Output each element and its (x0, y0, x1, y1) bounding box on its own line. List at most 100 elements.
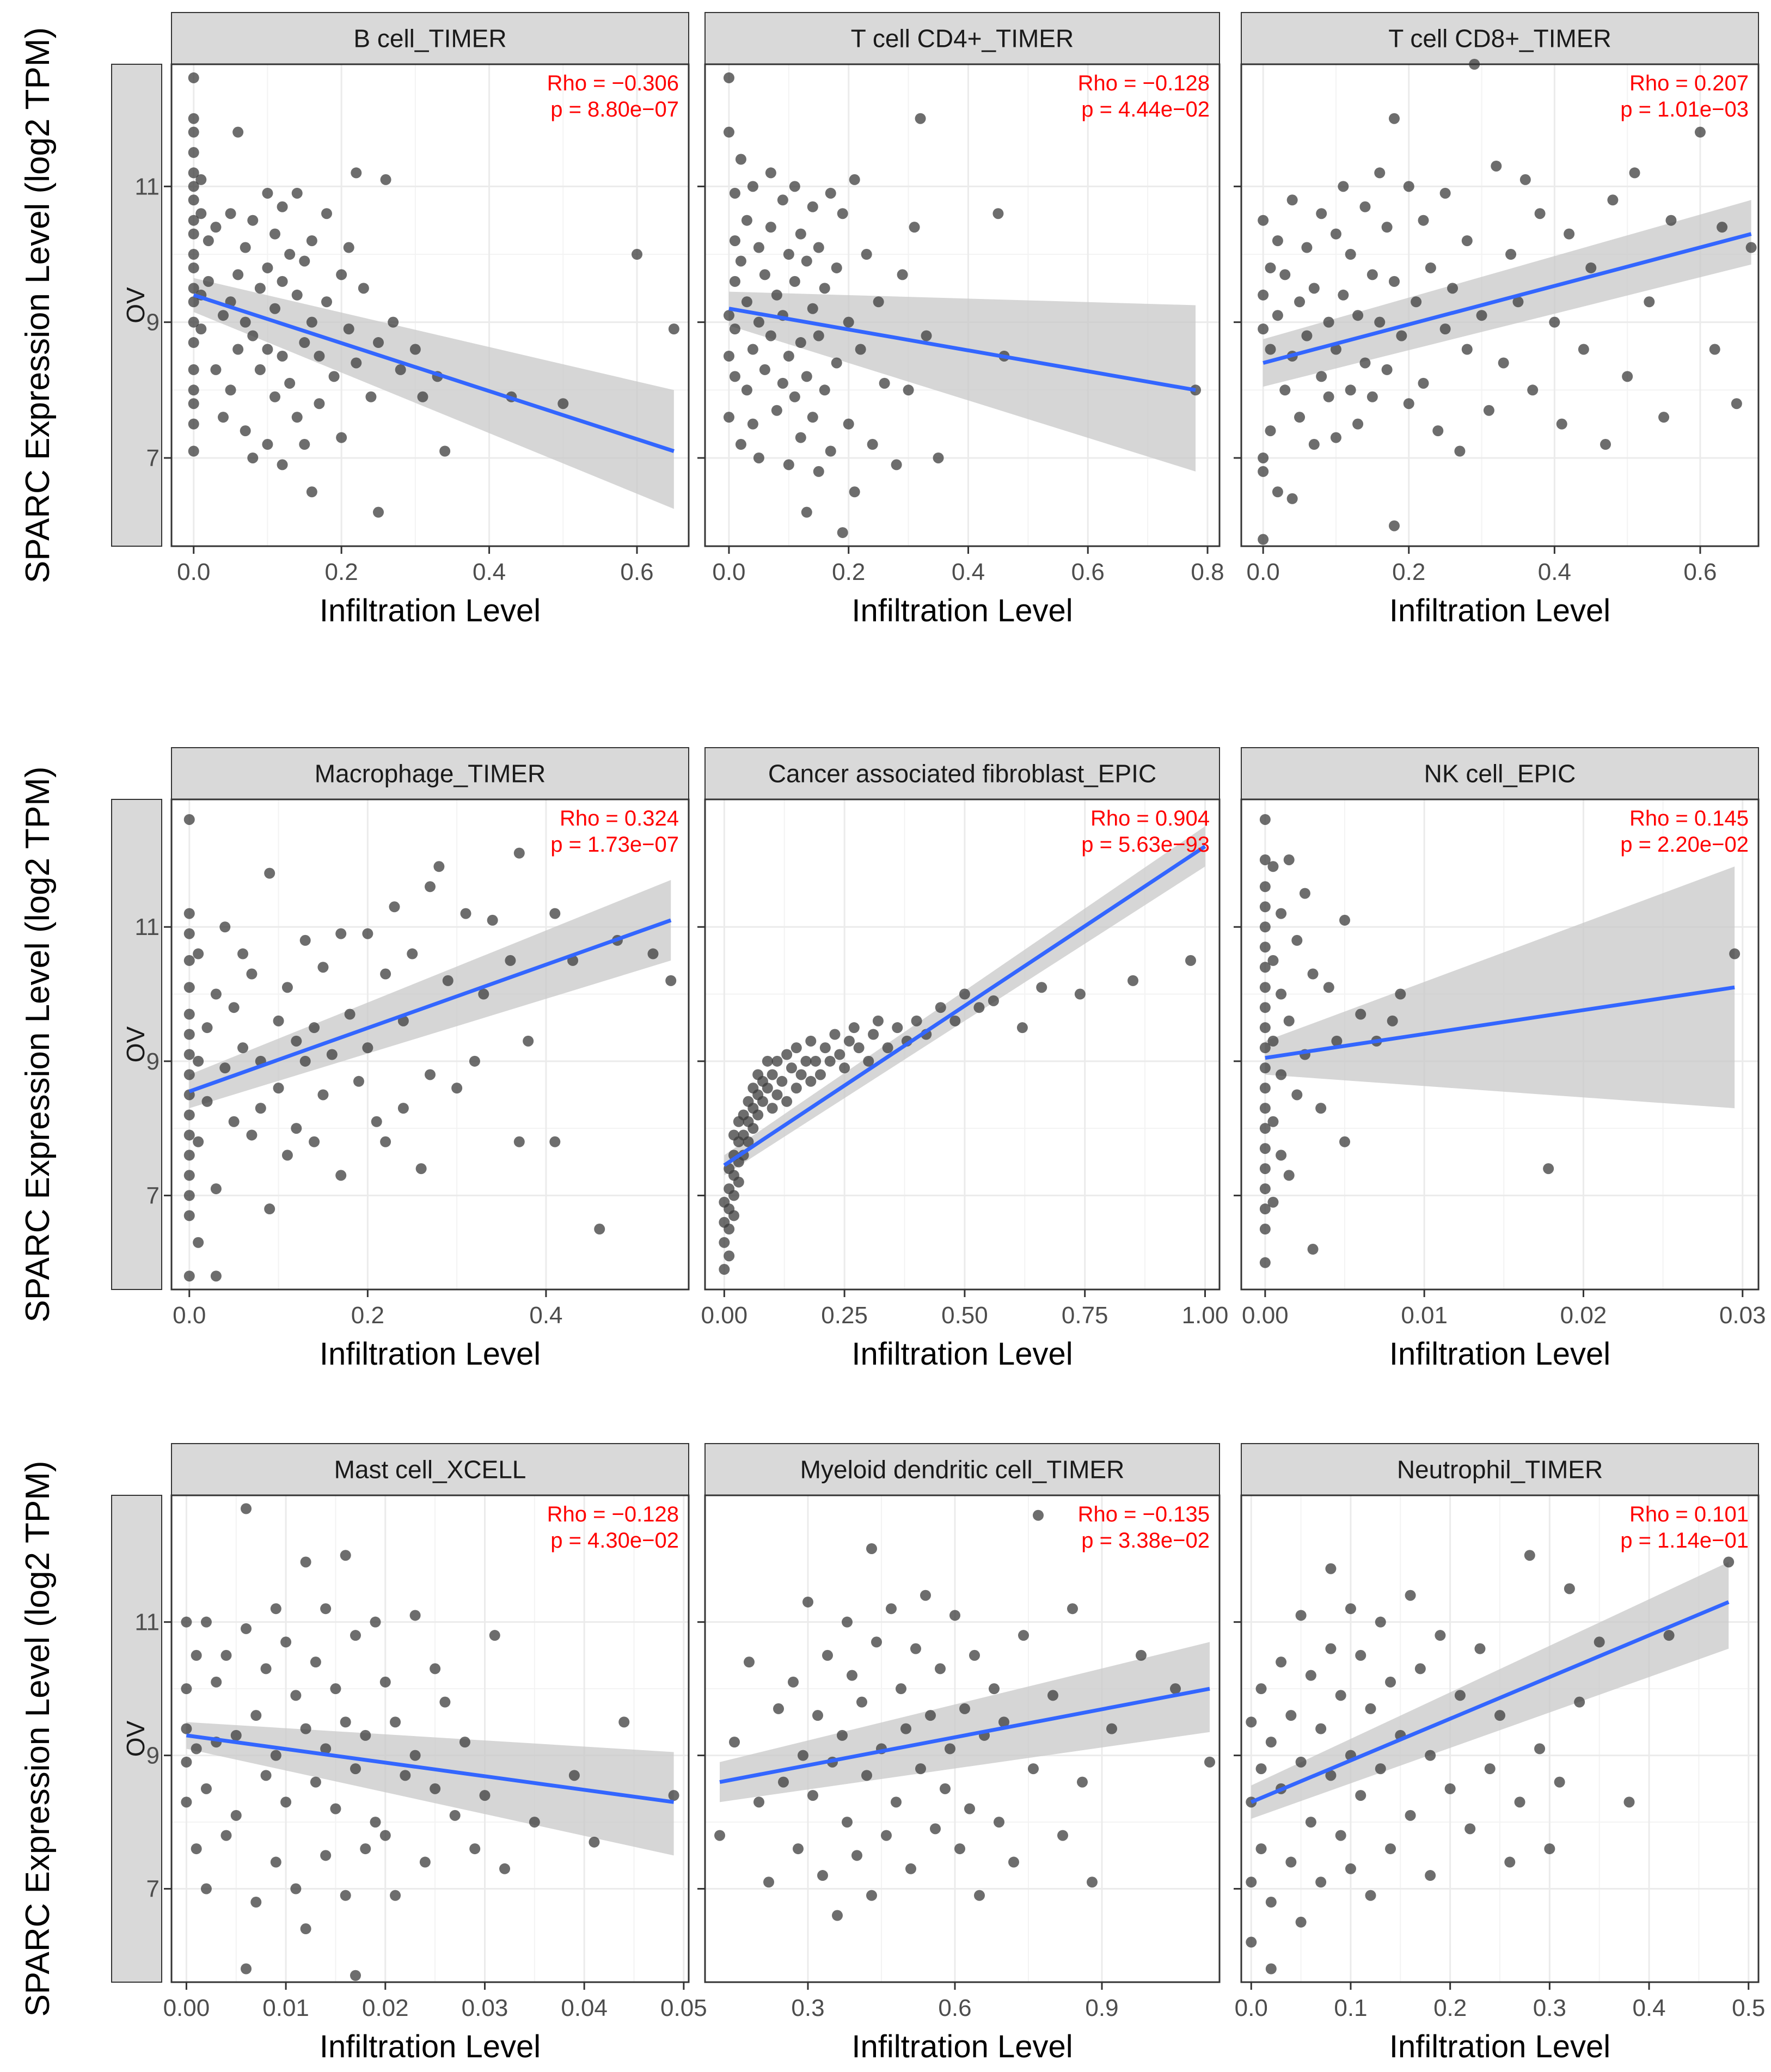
data-point (419, 1856, 431, 1868)
data-point (183, 814, 195, 825)
p-value-label: p = 1.01e−03 (1620, 97, 1749, 121)
data-point (759, 269, 770, 280)
data-point (1106, 1723, 1117, 1734)
data-point (1425, 262, 1436, 273)
x-tick-label: 0.03 (1719, 1302, 1766, 1329)
data-point (281, 1150, 293, 1161)
data-point (191, 1649, 202, 1661)
data-point (195, 323, 207, 335)
data-point (188, 147, 199, 158)
data-point (188, 418, 199, 430)
data-point (379, 1676, 391, 1688)
data-point (1258, 289, 1269, 301)
data-point (909, 222, 920, 233)
panel-neutrophil-timer: Neutrophil_TIMER Rho = 0.101 p = 1.14e−01 0… (1234, 1443, 1765, 2064)
data-point (1286, 493, 1298, 504)
data-point (1335, 1690, 1346, 1701)
data-point (505, 955, 516, 966)
data-point (200, 1783, 212, 1794)
data-point (409, 1610, 421, 1621)
data-point (335, 928, 347, 939)
data-point (362, 928, 373, 939)
data-point (1491, 160, 1502, 172)
data-point (284, 249, 296, 260)
row-strip (111, 799, 162, 1290)
data-point (388, 316, 399, 328)
panel-cancer-associated-fibroblast-epic: Cancer associated fibroblast_EPIC Rho = 0… (697, 747, 1228, 1372)
data-point (188, 72, 199, 83)
data-point (269, 228, 280, 240)
data-point (771, 289, 782, 301)
x-tick-label: 0.2 (351, 1302, 384, 1329)
data-point (714, 1830, 725, 1841)
data-point (442, 975, 454, 986)
panel-title: T cell CD4+_TIMER (851, 25, 1074, 53)
data-point (365, 391, 377, 402)
data-point (1259, 1002, 1271, 1013)
data-point (300, 1723, 311, 1734)
data-point (783, 350, 794, 362)
data-point (1665, 215, 1677, 226)
data-point (866, 1890, 877, 1901)
data-point (741, 384, 752, 396)
data-point (430, 1663, 441, 1674)
data-point (277, 201, 288, 212)
y-tick-label: 11 (134, 173, 160, 200)
data-point (1036, 982, 1047, 993)
data-point (336, 269, 347, 280)
data-point (218, 310, 229, 321)
panel-strip (171, 12, 689, 65)
data-point (240, 425, 251, 437)
data-point (1594, 1636, 1605, 1648)
data-point (188, 228, 199, 240)
x-axis-label: Infiltration Level (851, 593, 1073, 628)
data-point (246, 1129, 258, 1141)
data-point (1745, 242, 1757, 253)
regression-line (186, 1733, 675, 1804)
data-point (1294, 412, 1306, 423)
data-point (1359, 201, 1371, 212)
data-point (1385, 1676, 1396, 1688)
data-point (1246, 1716, 1257, 1728)
data-point (314, 398, 325, 409)
row-strip-label: OV (121, 287, 150, 323)
y-tick-label: 7 (146, 1182, 160, 1209)
data-point (891, 459, 902, 470)
data-point (284, 377, 296, 389)
y-tick-label: 9 (146, 1048, 160, 1075)
x-axis-label: Infiltration Level (320, 1336, 541, 1372)
data-point (831, 262, 842, 273)
data-point (1323, 982, 1334, 993)
panel-macrophage-timer: Macrophage_TIMER Rho = 0.324 p = 1.73e−07 0… (134, 747, 690, 1372)
data-point (594, 1224, 605, 1235)
data-point (847, 1670, 857, 1681)
data-point (351, 167, 362, 179)
data-point (743, 1136, 754, 1147)
data-point (1355, 1009, 1366, 1020)
x-tick-label: 0.00 (1242, 1302, 1289, 1329)
data-point (1008, 1856, 1019, 1868)
x-tick-label: 0.00 (701, 1302, 748, 1329)
data-point (765, 222, 776, 233)
data-point (1622, 371, 1633, 382)
data-point (262, 187, 273, 199)
data-point (849, 174, 860, 185)
data-point (309, 1136, 320, 1147)
data-point (668, 323, 679, 335)
data-point (719, 1264, 730, 1275)
data-point (1403, 398, 1414, 409)
panel-title: T cell CD8+_TIMER (1388, 25, 1611, 53)
data-point (905, 1863, 916, 1874)
x-tick-label: 0.0 (173, 1302, 206, 1329)
regression-line (1265, 985, 1735, 1060)
p-value-label: p = 4.30e−02 (550, 1529, 679, 1553)
data-point (330, 1683, 341, 1695)
data-point (897, 269, 908, 280)
data-point (729, 276, 740, 287)
data-point (203, 276, 214, 287)
data-point (1276, 1069, 1287, 1080)
data-point (795, 432, 806, 443)
data-point (415, 1163, 427, 1175)
x-tick-label: 0.8 (1191, 559, 1224, 585)
data-point (744, 1657, 755, 1668)
